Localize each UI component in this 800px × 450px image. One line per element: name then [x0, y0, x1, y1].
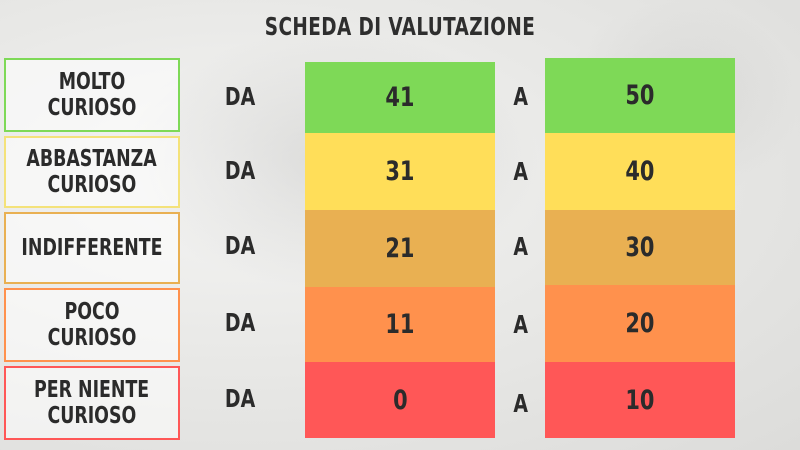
label-text-line2: CURIOSO — [47, 403, 137, 429]
cell-value: 50 — [625, 80, 655, 111]
cell-value: 11 — [385, 309, 415, 340]
cell-from-molto-curioso: 41 — [305, 62, 495, 133]
connector-da: DA — [224, 156, 256, 185]
cell-value: 20 — [625, 308, 655, 339]
connector-a: A — [513, 232, 529, 261]
label-indifferente: INDIFFERENTE — [4, 212, 180, 284]
label-poco-curioso: POCO CURIOSO — [4, 288, 180, 362]
cell-from-poco-curioso: 11 — [305, 287, 495, 362]
connector-da: DA — [224, 231, 256, 260]
connector-a: A — [513, 310, 529, 339]
label-text-line2: CURIOSO — [47, 172, 137, 198]
cell-value: 0 — [392, 384, 408, 416]
cell-value: 30 — [625, 232, 655, 263]
cell-to-molto-curioso: 50 — [545, 58, 735, 133]
label-text: INDIFFERENTE — [21, 235, 163, 261]
label-text-line1: ABBASTANZA — [26, 146, 158, 172]
label-molto-curioso: MOLTO CURIOSO — [4, 58, 180, 132]
cell-value: 21 — [385, 233, 415, 264]
cell-from-indifferente: 21 — [305, 210, 495, 287]
cell-to-abbastanza-curioso: 40 — [545, 133, 735, 210]
cell-to-poco-curioso: 20 — [545, 285, 735, 362]
to-column: 50 40 30 20 10 — [545, 58, 735, 438]
label-abbastanza-curioso: ABBASTANZA CURIOSO — [4, 136, 180, 208]
label-text: MOLTO CURIOSO — [47, 69, 137, 121]
cell-to-per-niente-curioso: 10 — [545, 362, 735, 438]
label-per-niente-curioso: PER NIENTE CURIOSO — [4, 366, 180, 440]
label-text-line1: PER NIENTE — [34, 377, 150, 403]
connector-a: A — [513, 82, 529, 111]
connector-a: A — [513, 389, 529, 418]
cell-value: 40 — [625, 156, 655, 187]
connector-da: DA — [224, 82, 256, 111]
connector-da: DA — [224, 308, 256, 337]
cell-from-abbastanza-curioso: 31 — [305, 133, 495, 210]
from-column: 41 31 21 11 0 — [305, 62, 495, 438]
cell-value: 41 — [385, 82, 415, 113]
page-title: SCHEDA DI VALUTAZIONE — [264, 12, 536, 41]
connector-da: DA — [224, 384, 256, 413]
cell-to-indifferente: 30 — [545, 210, 735, 285]
cell-value: 31 — [385, 156, 415, 187]
cell-from-per-niente-curioso: 0 — [305, 362, 495, 438]
label-text: POCO CURIOSO — [47, 299, 137, 351]
connector-a: A — [513, 157, 529, 186]
cell-value: 10 — [625, 384, 655, 416]
